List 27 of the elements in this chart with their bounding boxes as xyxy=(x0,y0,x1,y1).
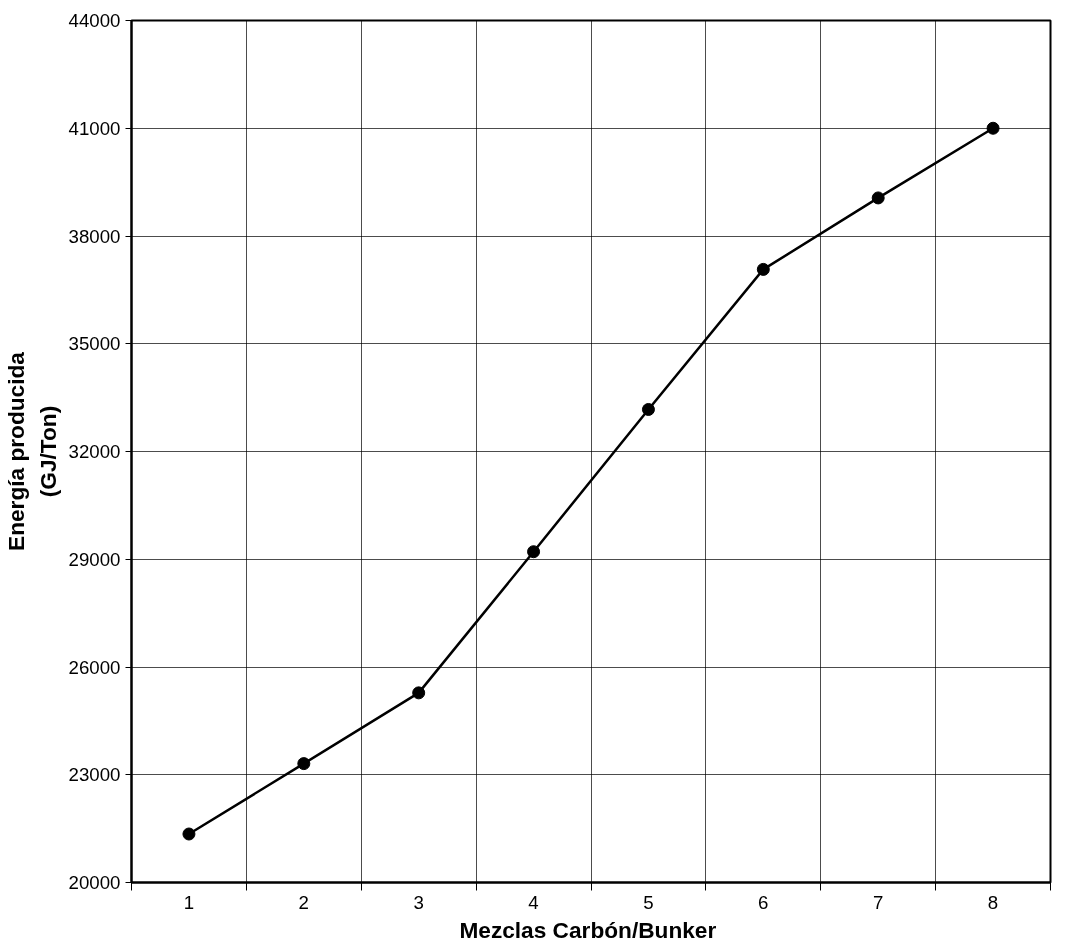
x-tick-label: 2 xyxy=(298,891,310,913)
x-axis-title: Mezclas Carbón/Bunker xyxy=(459,916,717,943)
y-tick-label: 20000 xyxy=(68,872,121,893)
point xyxy=(297,757,311,771)
y-tick-label: 26000 xyxy=(68,656,121,678)
point xyxy=(412,686,426,700)
y-axis-title: Energía producida (GJ/Ton) xyxy=(3,351,61,551)
x-tick-label: 1 xyxy=(183,891,195,913)
point xyxy=(871,191,885,205)
x-tick-label: 7 xyxy=(873,891,884,913)
y-tick-label: 38000 xyxy=(68,225,121,247)
point xyxy=(527,545,541,559)
y-tick-label: 35000 xyxy=(68,333,121,355)
point xyxy=(756,262,770,276)
point xyxy=(641,402,655,416)
y-tick-label: 23000 xyxy=(68,764,121,786)
x-tick-label: 4 xyxy=(528,891,539,913)
y-tick-label: 29000 xyxy=(68,548,121,570)
y-tick-label: 44000 xyxy=(68,10,121,31)
y-tick-label: 32000 xyxy=(68,441,121,462)
x-tick-label: 5 xyxy=(643,891,654,913)
y-tick-label: 41000 xyxy=(68,117,121,139)
x-tick-label: 3 xyxy=(413,891,424,913)
x-tick-label: 8 xyxy=(987,891,999,913)
point xyxy=(182,827,196,841)
point xyxy=(986,121,1000,135)
x-tick-label: 6 xyxy=(758,891,769,913)
